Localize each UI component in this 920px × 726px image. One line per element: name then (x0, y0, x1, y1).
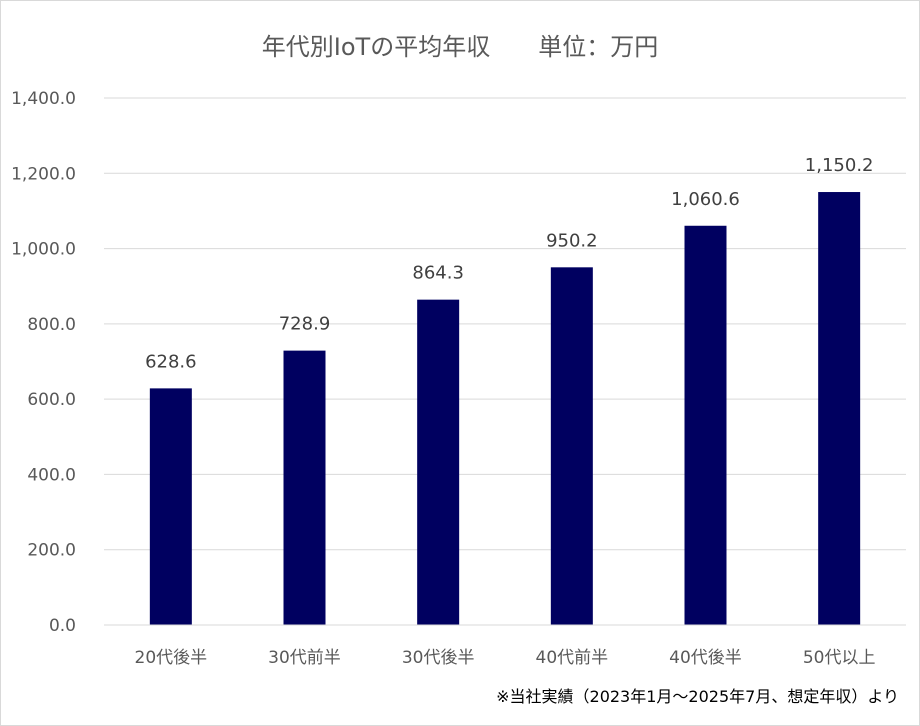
data-label: 1,060.6 (671, 189, 740, 210)
data-label: 1,150.2 (805, 155, 874, 176)
bar (818, 192, 861, 625)
chart-title: 年代別IoTの平均年収 単位：万円 (261, 33, 659, 61)
data-label: 950.2 (546, 230, 598, 251)
y-tick-label: 0.0 (49, 616, 76, 636)
x-tick-label: 40代後半 (669, 648, 742, 668)
source-footnote: ※当社実績（2023年1月～2025年7月、想定年収）より (496, 687, 899, 706)
bar (417, 299, 460, 625)
bar (684, 225, 727, 625)
y-tick-label: 400.0 (27, 465, 76, 485)
data-label: 728.9 (279, 314, 331, 335)
x-tick-label: 50代以上 (803, 648, 876, 668)
y-tick-label: 1,000.0 (11, 240, 76, 260)
bar (550, 267, 593, 625)
y-tick-label: 200.0 (27, 541, 76, 561)
x-tick-label: 20代後半 (135, 648, 208, 668)
bar (283, 350, 326, 625)
bar (149, 388, 192, 625)
y-tick-label: 1,200.0 (11, 164, 76, 184)
x-tick-label: 30代後半 (402, 648, 475, 668)
y-tick-label: 600.0 (27, 390, 76, 410)
x-tick-label: 40代前半 (536, 648, 609, 668)
y-tick-label: 1,400.0 (11, 89, 76, 109)
data-label: 628.6 (145, 351, 197, 372)
x-tick-label: 30代前半 (268, 648, 341, 668)
y-tick-label: 800.0 (27, 315, 76, 335)
data-label: 864.3 (412, 263, 464, 284)
